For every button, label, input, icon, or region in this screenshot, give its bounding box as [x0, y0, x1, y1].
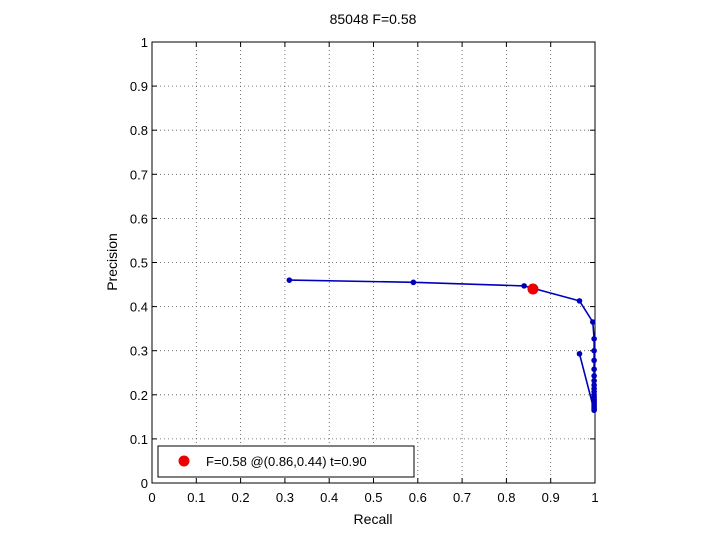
legend: F=0.58 @(0.86,0.44) t=0.90 [157, 445, 415, 478]
x-tick-labels: 0 0.1 0.2 0.3 0.4 0.5 0.6 0.7 0.8 0.9 1 [148, 490, 598, 505]
grid-lines [152, 42, 595, 483]
data-point [591, 335, 597, 342]
y-tick-label: 0.9 [130, 79, 148, 94]
x-tick-label: 0.1 [187, 490, 205, 505]
x-tick-label: 0.9 [542, 490, 560, 505]
legend-label: F=0.58 @(0.86,0.44) t=0.90 [206, 454, 367, 469]
axis-ticks [151, 41, 596, 484]
data-point [576, 298, 583, 304]
x-tick-label: 0.6 [409, 490, 427, 505]
x-tick-label: 0.7 [453, 490, 471, 505]
x-tick-label: 0 [148, 490, 155, 505]
data-point [591, 366, 597, 373]
y-tick-label: 0.2 [130, 388, 148, 403]
data-point [521, 283, 527, 289]
y-tick-label: 0.5 [130, 256, 148, 271]
x-axis-label: Recall [354, 511, 393, 527]
data-point [286, 277, 293, 283]
x-tick-label: 0.2 [232, 490, 250, 505]
data-point [591, 377, 597, 384]
y-tick-label: 0 [141, 476, 148, 491]
data-point [591, 373, 597, 379]
data-point [576, 350, 583, 357]
y-tick-label: 0.1 [130, 432, 148, 447]
data-point [591, 357, 597, 364]
y-tick-label: 0.7 [130, 167, 148, 182]
data-point [591, 347, 597, 354]
x-tick-label: 0.4 [320, 490, 338, 505]
y-tick-label: 0.8 [130, 123, 148, 138]
y-axis-label: Precision [104, 233, 120, 291]
pr-curve [286, 277, 597, 414]
x-tick-label: 0.8 [497, 490, 515, 505]
legend-marker [178, 455, 190, 467]
y-tick-labels: 0 0.1 0.2 0.3 0.4 0.5 0.6 0.7 0.8 0.9 1 [130, 35, 148, 491]
data-point [591, 407, 597, 414]
x-tick-label: 0.3 [276, 490, 294, 505]
data-point [589, 319, 596, 325]
axes-box [151, 41, 596, 484]
y-tick-label: 0.6 [130, 211, 148, 226]
data-point [410, 279, 417, 286]
best-f-point [527, 283, 539, 295]
legend-box [157, 445, 415, 478]
y-tick-label: 0.3 [130, 344, 148, 359]
x-tick-label: 1 [591, 490, 598, 505]
y-tick-label: 0.4 [130, 300, 148, 315]
chart-title: 85048 F=0.58 [330, 11, 417, 27]
y-tick-label: 1 [141, 35, 148, 50]
x-tick-label: 0.5 [364, 490, 382, 505]
